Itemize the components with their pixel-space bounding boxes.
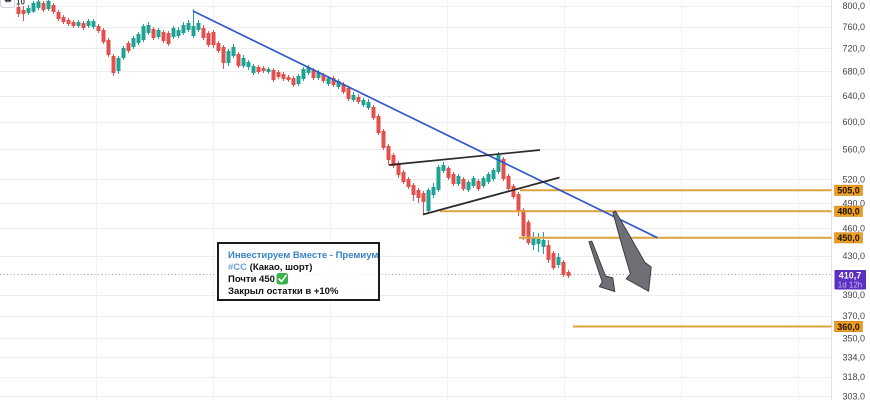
svg-text:350,0: 350,0 — [842, 334, 865, 344]
svg-text:10: 10 — [16, 0, 25, 6]
svg-text:334,0: 334,0 — [842, 352, 865, 362]
svg-text:390,0: 390,0 — [842, 290, 865, 300]
svg-text:450,0: 450,0 — [837, 233, 860, 243]
svg-text:303,0: 303,0 — [842, 392, 865, 401]
svg-text:720,0: 720,0 — [842, 44, 865, 54]
svg-text:600,0: 600,0 — [842, 117, 865, 127]
svg-text:Почти 450: Почти 450 — [228, 274, 275, 285]
svg-text:760,0: 760,0 — [842, 22, 865, 32]
svg-text:520,0: 520,0 — [842, 174, 865, 184]
svg-text:370,0: 370,0 — [842, 311, 865, 321]
svg-text:640,0: 640,0 — [842, 91, 865, 101]
svg-text:#CC (Какао, шорт): #CC (Какао, шорт) — [228, 262, 312, 273]
svg-text:490,0: 490,0 — [842, 198, 865, 208]
svg-text:460,0: 460,0 — [842, 224, 865, 234]
svg-text:Инвестируем Вместе - Премиум: Инвестируем Вместе - Премиум — [228, 250, 378, 261]
svg-text:360,0: 360,0 — [837, 322, 860, 332]
svg-text:480,0: 480,0 — [837, 207, 860, 217]
svg-text:680,0: 680,0 — [842, 67, 865, 77]
svg-text:560,0: 560,0 — [842, 145, 865, 155]
svg-text:318,0: 318,0 — [842, 372, 865, 382]
svg-text:505,0: 505,0 — [837, 186, 860, 196]
svg-text:410,7: 410,7 — [839, 270, 862, 280]
svg-text:800,0: 800,0 — [842, 1, 865, 11]
svg-text:1d 12h: 1d 12h — [838, 280, 862, 289]
svg-text:Закрыл остатки в +10%: Закрыл остатки в +10% — [228, 286, 339, 297]
svg-text:430,0: 430,0 — [842, 251, 865, 261]
